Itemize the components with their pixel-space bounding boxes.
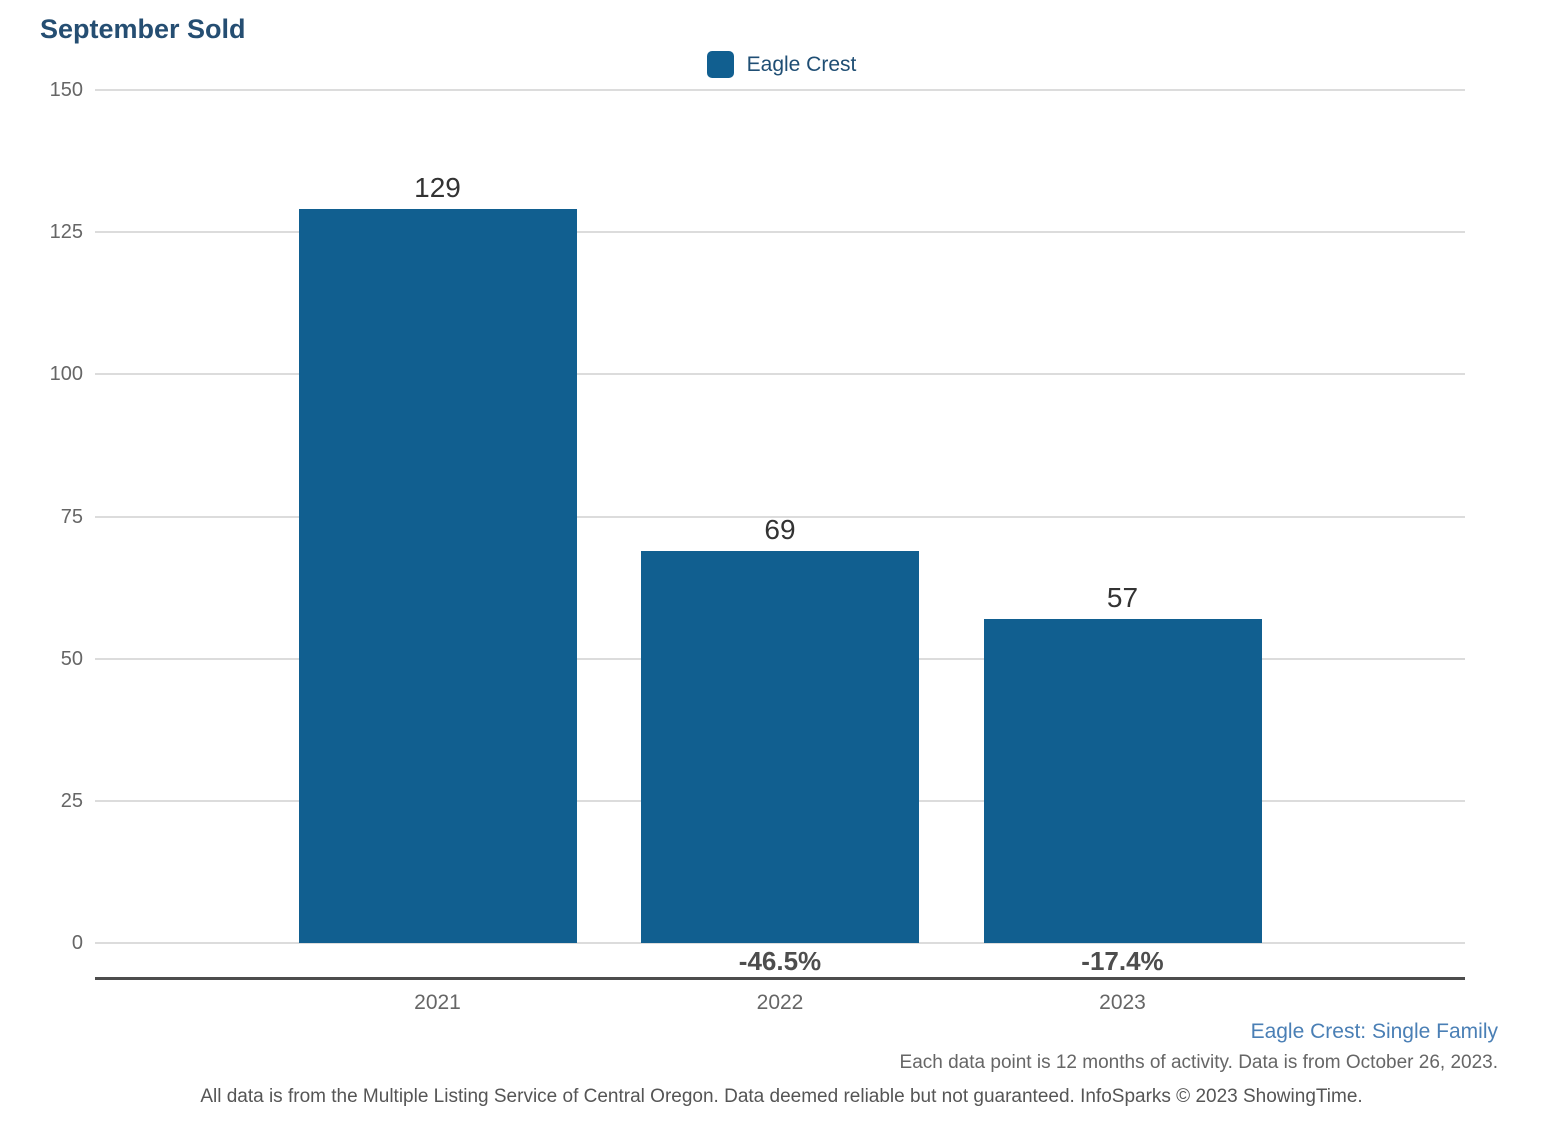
y-axis-tick-label: 100: [49, 363, 83, 386]
bar-2022[interactable]: [641, 550, 919, 943]
y-axis-tick-label: 150: [49, 79, 83, 101]
x-axis-tick-label-2021: 2021: [414, 991, 461, 1014]
y-axis-tick-label: 25: [60, 789, 83, 812]
gridline-y0: [95, 942, 1465, 944]
bar-2023[interactable]: [983, 618, 1262, 943]
legend-series-label: Eagle Crest: [746, 52, 857, 76]
legend-swatch-icon: [706, 51, 734, 78]
y-axis-tick-label: 50: [60, 647, 83, 670]
bar-value-label: 69: [764, 513, 796, 545]
y-axis-tick-label: 75: [60, 505, 83, 528]
chart-title: September Sold: [40, 14, 246, 44]
bar-pct-change-label: -46.5%: [738, 946, 822, 976]
gridline-y75: [95, 515, 1465, 518]
bar-value-label: 57: [1106, 581, 1139, 613]
footer-scope-label[interactable]: Eagle Crest: Single Family: [1250, 1020, 1498, 1043]
x-axis-tick-label-2023: 2023: [1099, 991, 1146, 1014]
bar-pct-change-label: -17.4%: [1081, 946, 1164, 976]
x-axis-tick-label-2022: 2022: [756, 991, 804, 1014]
y-axis-tick-label: 0: [71, 932, 83, 954]
gridline-y150: [95, 89, 1465, 91]
legend[interactable]: Eagle Crest: [0, 51, 1563, 78]
bar-2021[interactable]: [298, 209, 577, 943]
y-axis-tick-label: 125: [49, 221, 83, 244]
gridline-y125: [95, 231, 1465, 234]
bar-value-label: 129: [414, 172, 461, 204]
footer-disclaimer: All data is from the Multiple Listing Se…: [200, 1086, 1363, 1107]
x-axis-line: [95, 977, 1465, 980]
gridline-y100: [95, 373, 1465, 376]
footer-data-note: Each data point is 12 months of activity…: [899, 1052, 1498, 1073]
